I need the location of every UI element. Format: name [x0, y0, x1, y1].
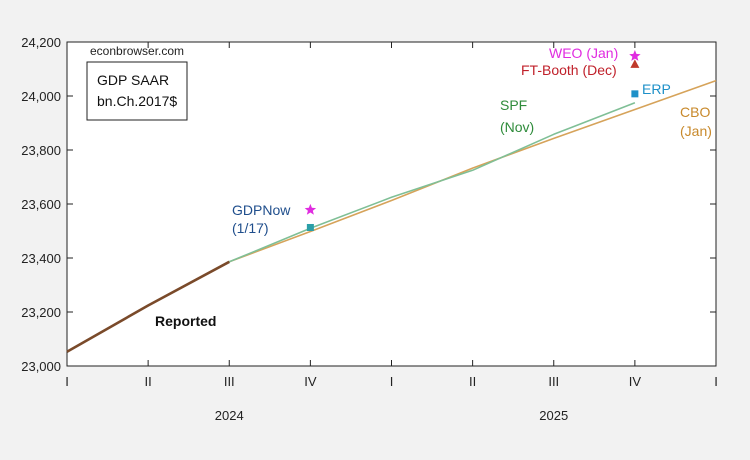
- y-tick-label: 23,200: [21, 305, 61, 320]
- annotation-spf: SPF: [500, 97, 527, 113]
- annotation-gdpnow: GDPNow: [232, 202, 291, 218]
- point-gdpnow-star: [304, 203, 317, 215]
- series-layer: [66, 79, 717, 353]
- series-line-cbo-jan: [229, 79, 717, 263]
- x-tick-label: III: [224, 374, 235, 389]
- x-year-label: 2024: [215, 408, 244, 423]
- annotation-gdpnow-date: (1/17): [232, 220, 269, 236]
- series-line-reported: [66, 260, 230, 353]
- points-layer: [304, 50, 641, 231]
- annotation-cbo: CBO: [680, 104, 710, 120]
- x-tick-label: II: [145, 374, 152, 389]
- legend-box: GDP SAAR bn.Ch.2017$: [86, 61, 188, 121]
- y-tick-label: 23,400: [21, 251, 61, 266]
- y-tick-label: 23,800: [21, 143, 61, 158]
- annotation-reported: Reported: [155, 313, 216, 329]
- x-tick-label: II: [469, 374, 476, 389]
- annotation-cbo-date: (Jan): [680, 123, 712, 139]
- point-erp: [631, 90, 639, 98]
- point-gdpnow-1-17: [306, 223, 314, 231]
- x-tick-label: I: [390, 374, 394, 389]
- annotation-erp: ERP: [642, 81, 671, 97]
- y-tick-label: 24,000: [21, 89, 61, 104]
- x-tick-label: IV: [629, 374, 642, 389]
- x-year-label: 2025: [539, 408, 568, 423]
- legend-box-line1: GDP SAAR: [97, 72, 169, 88]
- series-line-spf-nov: [228, 102, 636, 263]
- x-tick-label: III: [548, 374, 559, 389]
- y-tick-label: 23,000: [21, 359, 61, 374]
- annotation-ftbooth: FT-Booth (Dec): [521, 62, 617, 78]
- y-axis: 23,000 23,200 23,400 23,600 23,800 24,000 24,2…: [21, 35, 716, 374]
- legend-box-line2: bn.Ch.2017$: [97, 93, 177, 109]
- point-weo-jan: [629, 50, 641, 61]
- y-tick-label: 23,600: [21, 197, 61, 212]
- y-tick-label: 24,200: [21, 35, 61, 50]
- annotation-weo: WEO (Jan): [549, 45, 618, 61]
- x-tick-label: I: [65, 374, 69, 389]
- x-tick-label: I: [714, 374, 718, 389]
- x-tick-label: IV: [304, 374, 317, 389]
- annotation-spf-date: (Nov): [500, 119, 534, 135]
- source-label: econbrowser.com: [90, 44, 184, 58]
- legend-box-frame: [86, 61, 188, 121]
- point-ft-booth-dec: [630, 59, 640, 68]
